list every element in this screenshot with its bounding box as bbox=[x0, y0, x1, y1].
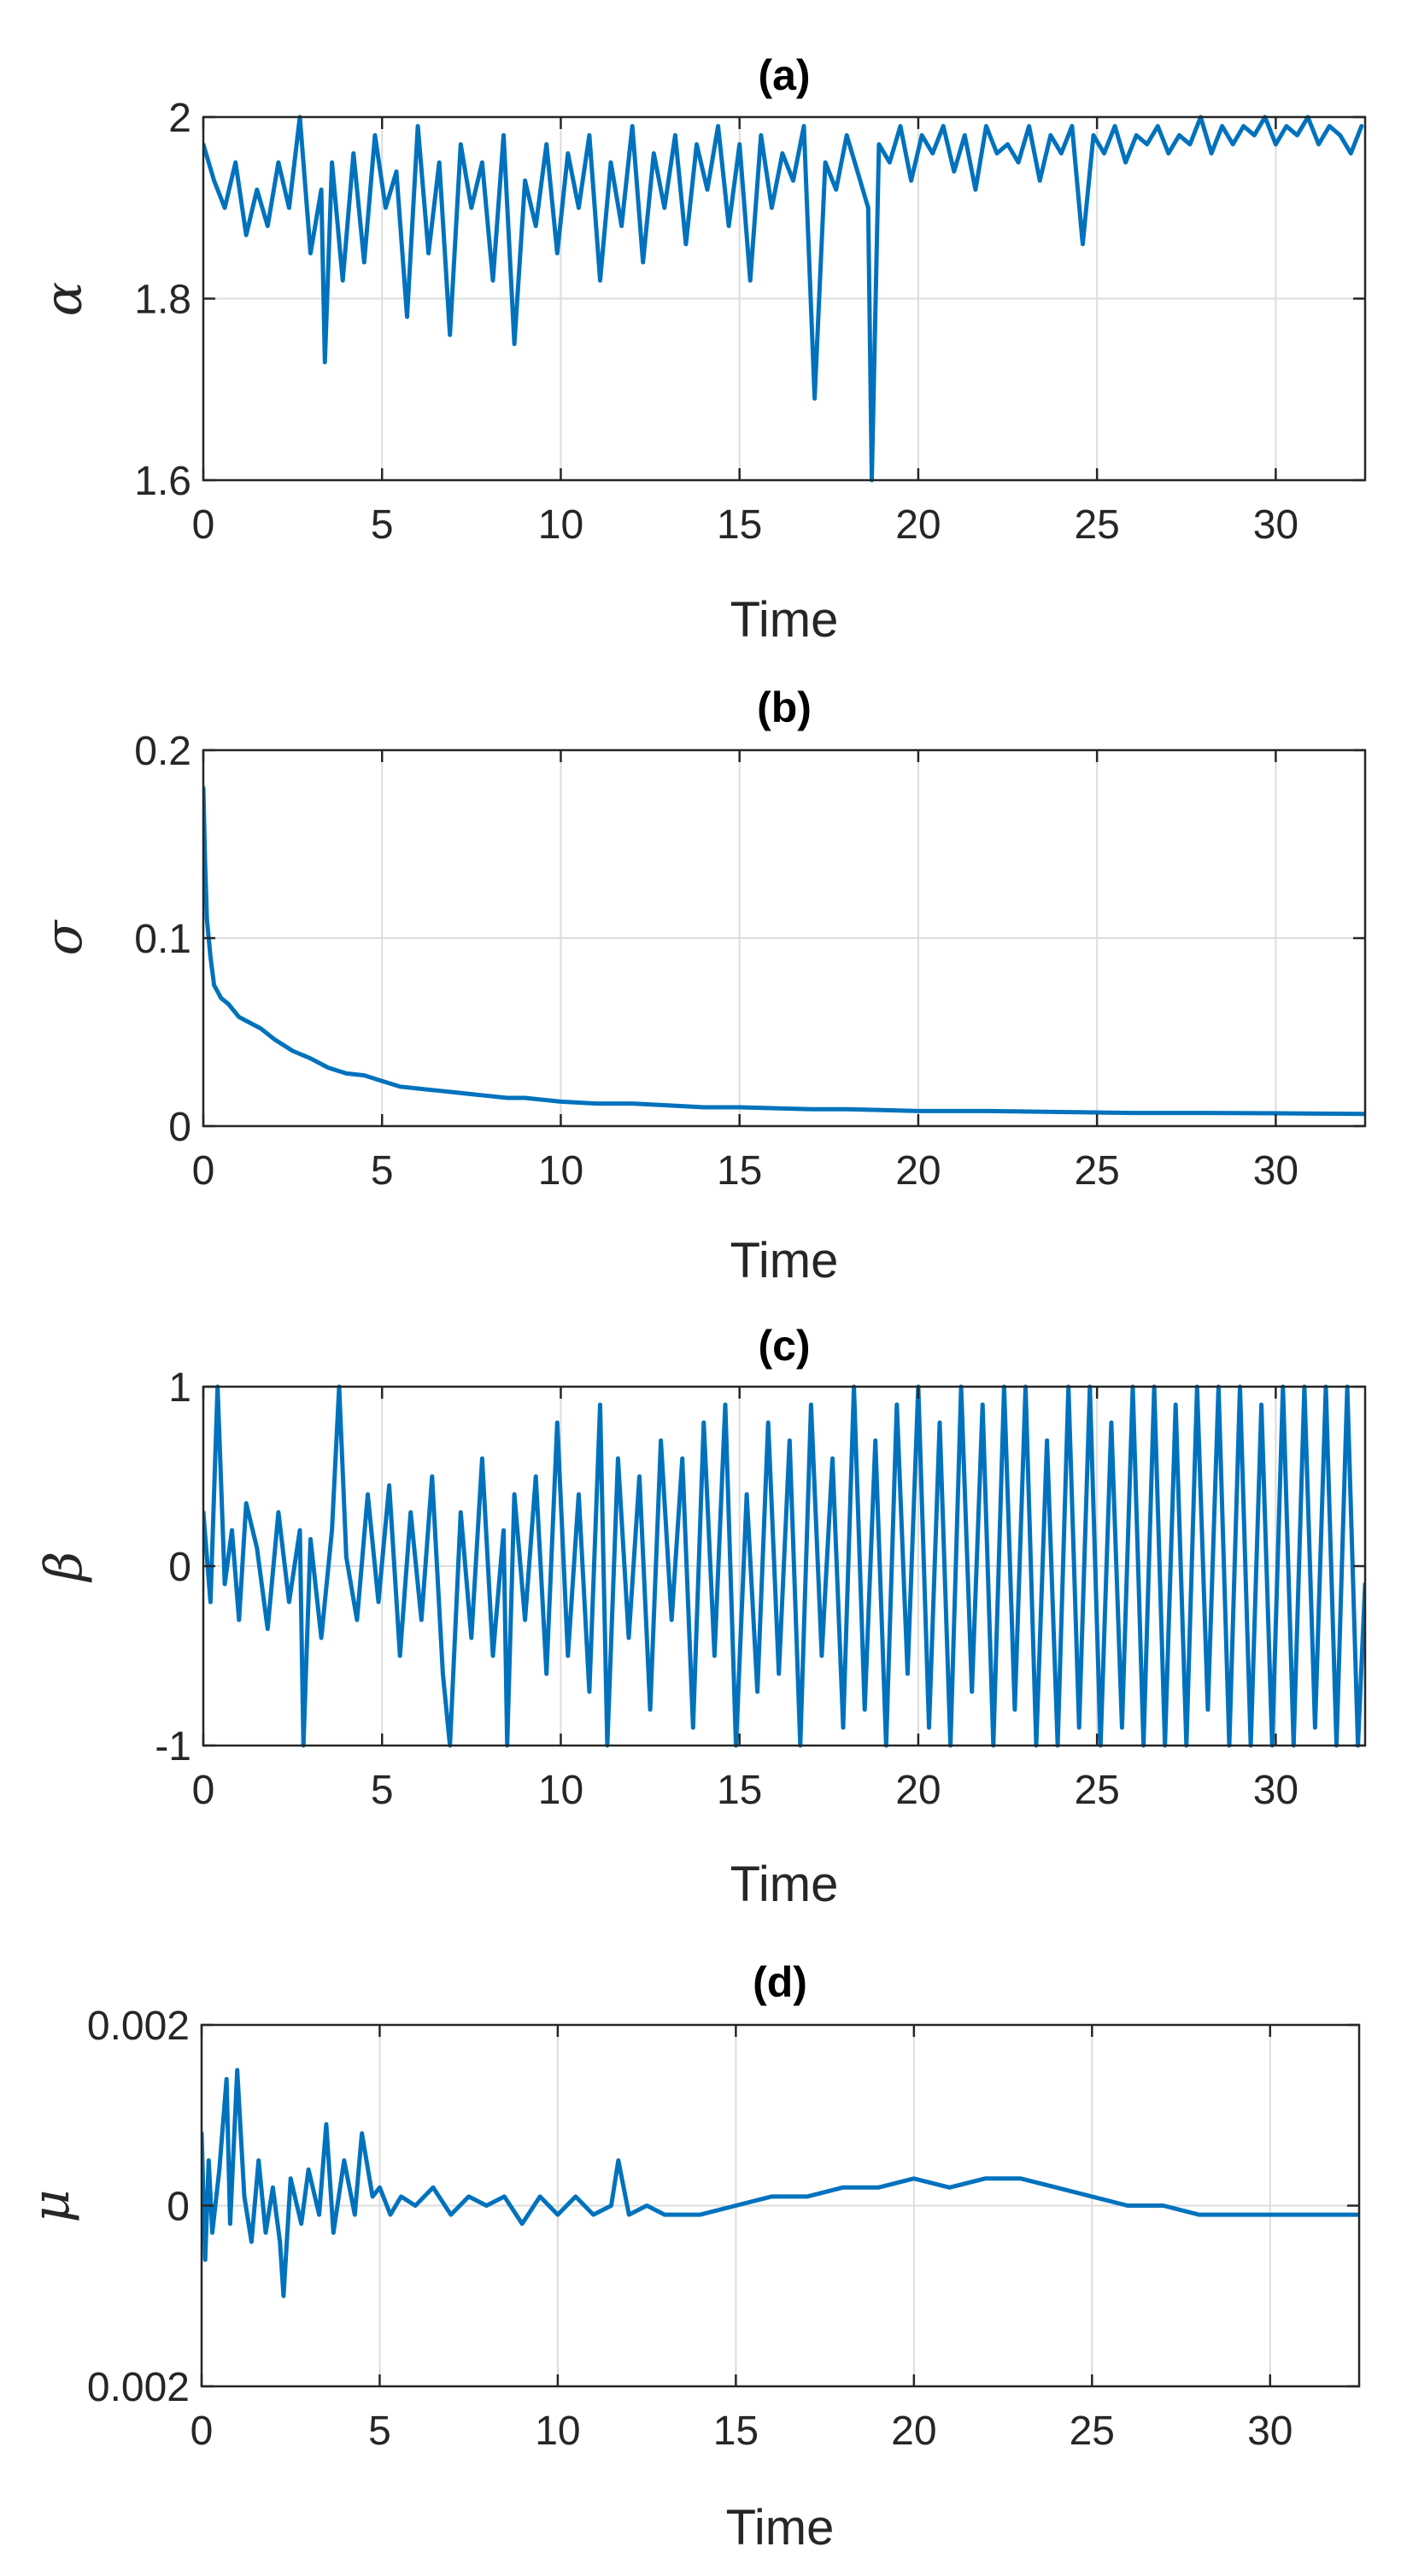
panel-d-y-tick-label-0: 0.002 bbox=[87, 2365, 190, 2410]
panel-a-series-line-0 bbox=[203, 114, 1364, 483]
panel-b-title: (b) bbox=[757, 684, 812, 731]
panel-c-x-tick-label-1: 5 bbox=[371, 1768, 394, 1813]
panel-a-x-tick-label-4: 20 bbox=[895, 502, 941, 548]
panel-b-axes-frame bbox=[202, 748, 1367, 1128]
panel-b-tick-labels: 0 5 10 15 20 25 30 0 0.1 0.2 bbox=[134, 729, 1298, 1194]
panel-c-tick-labels: 0 5 10 15 20 25 30-101 bbox=[155, 1365, 1298, 1813]
panel-c-y-axis-label: β bbox=[34, 1552, 94, 1583]
panel-a-y-tick-label-0: 1.6 bbox=[134, 459, 191, 504]
panel-d-x-tick-label-1: 5 bbox=[368, 2409, 391, 2454]
panel-b: (b) σ Time 0 5 10 15 20 25 30 0 0.1 0.2 bbox=[34, 684, 1367, 1288]
panel-a: (a) α Time 0 5 10 15 20 25 30 1.6 1.8 2 bbox=[34, 51, 1367, 648]
panel-b-y-axis-label: σ bbox=[34, 918, 94, 955]
panel-a-tick-labels: 0 5 10 15 20 25 30 1.6 1.8 2 bbox=[134, 96, 1298, 548]
panel-d-x-tick-label-4: 20 bbox=[891, 2409, 936, 2454]
panel-b-x-tick-label-0: 0 bbox=[192, 1148, 215, 1194]
panel-d-series-line-0 bbox=[202, 2068, 1359, 2298]
panel-d-x-tick-label-6: 30 bbox=[1247, 2409, 1293, 2454]
panel-c-x-tick-label-2: 10 bbox=[538, 1768, 583, 1813]
panel-a-x-tick-label-6: 30 bbox=[1253, 502, 1298, 548]
panel-b-x-tick-label-4: 20 bbox=[895, 1148, 941, 1194]
panel-c-x-tick-label-4: 20 bbox=[895, 1768, 941, 1813]
panel-c-x-tick-label-0: 0 bbox=[192, 1768, 215, 1813]
panel-d-y-axis-label: μ bbox=[21, 2190, 81, 2223]
panel-a-y-tick-label-1: 1.8 bbox=[134, 278, 191, 323]
panel-b-x-tick-label-1: 5 bbox=[371, 1148, 394, 1194]
panel-c-y-tick-label-1: 0 bbox=[168, 1545, 191, 1590]
panel-b-x-tick-label-6: 30 bbox=[1253, 1148, 1298, 1194]
panel-b-x-tick-label-5: 25 bbox=[1074, 1148, 1119, 1194]
panel-c-x-tick-label-6: 30 bbox=[1253, 1768, 1298, 1813]
panel-c-y-tick-label-2: 1 bbox=[168, 1365, 191, 1411]
panel-a-x-tick-label-2: 10 bbox=[538, 502, 583, 548]
panel-b-y-tick-label-2: 0.2 bbox=[134, 729, 191, 774]
panel-a-x-tick-label-0: 0 bbox=[192, 502, 215, 548]
panel-d-plot-area bbox=[202, 2068, 1359, 2298]
panel-b-x-tick-label-3: 15 bbox=[717, 1148, 762, 1194]
panel-b-plot-area bbox=[203, 785, 1365, 1117]
panel-c-x-tick-label-5: 25 bbox=[1074, 1768, 1119, 1813]
panel-a-x-tick-label-3: 15 bbox=[717, 502, 762, 548]
panel-a-x-axis-label: Time bbox=[730, 592, 839, 648]
panel-d-y-tick-label-2: 0.002 bbox=[87, 2004, 190, 2049]
panel-b-y-tick-label-0: 0 bbox=[168, 1105, 191, 1150]
panel-a-x-tick-label-5: 25 bbox=[1074, 502, 1119, 548]
panel-a-title: (a) bbox=[758, 51, 810, 99]
panel-c-y-tick-label-0: -1 bbox=[155, 1724, 191, 1769]
panel-a-x-tick-label-1: 5 bbox=[371, 502, 394, 548]
panel-a-y-tick-label-2: 2 bbox=[168, 96, 191, 141]
panel-a-axes-frame bbox=[202, 115, 1367, 482]
panel-a-y-axis-label: α bbox=[34, 282, 94, 317]
panel-b-series-line-0 bbox=[203, 785, 1365, 1117]
panel-b-x-tick-label-2: 10 bbox=[538, 1148, 583, 1194]
panel-c-x-tick-label-3: 15 bbox=[717, 1768, 762, 1813]
panel-d-x-tick-label-2: 10 bbox=[535, 2409, 580, 2454]
panel-d-x-tick-label-3: 15 bbox=[713, 2409, 759, 2454]
panel-c: (c) β Time 0 5 10 15 20 25 30-101 bbox=[34, 1322, 1367, 1912]
panel-d-axes-frame bbox=[200, 2023, 1361, 2388]
panel-d-title: (d) bbox=[753, 1958, 807, 2006]
panel-d-x-axis-label: Time bbox=[726, 2500, 835, 2555]
panel-b-x-axis-label: Time bbox=[730, 1233, 839, 1288]
panel-d-x-tick-label-5: 25 bbox=[1070, 2409, 1115, 2454]
panel-b-y-tick-label-1: 0.1 bbox=[134, 917, 191, 962]
panel-c-title: (c) bbox=[758, 1322, 810, 1370]
panel-c-axes-frame bbox=[202, 1385, 1367, 1747]
panel-a-plot-area bbox=[203, 114, 1364, 483]
panel-d-y-tick-label-1: 0 bbox=[167, 2185, 190, 2230]
panel-c-x-axis-label: Time bbox=[730, 1857, 839, 1912]
panel-d-x-tick-label-0: 0 bbox=[191, 2409, 214, 2454]
